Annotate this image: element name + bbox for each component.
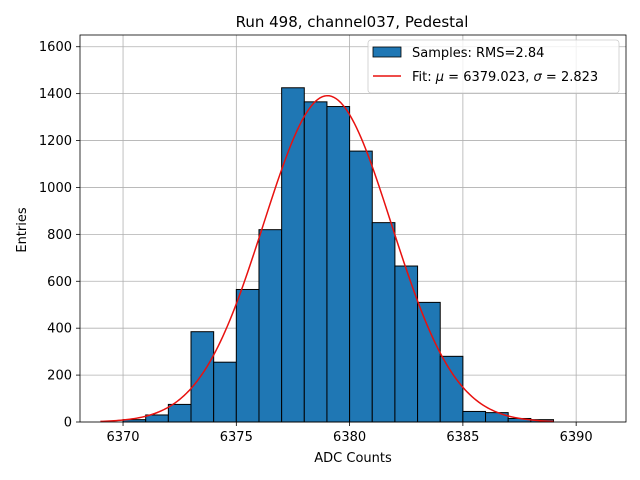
y-axis-label: Entries bbox=[15, 207, 30, 253]
fit-curve bbox=[100, 94, 554, 423]
x-axis-label: ADC Counts bbox=[314, 451, 392, 466]
legend-box bbox=[367, 39, 620, 94]
fit-curve-group bbox=[100, 94, 554, 423]
chart-title: Run 498, channel037, Pedestal bbox=[236, 13, 469, 31]
x-tick-label: 6380 bbox=[333, 430, 366, 445]
histogram-bars bbox=[122, 87, 555, 423]
legend-histogram-swatch bbox=[372, 46, 402, 58]
histogram-bar bbox=[394, 265, 419, 423]
histogram-bar bbox=[190, 331, 215, 423]
y-tick-label: 400 bbox=[47, 322, 72, 337]
histogram-bar bbox=[462, 410, 487, 423]
y-tick-label: 1200 bbox=[39, 134, 72, 149]
y-tick-label: 800 bbox=[47, 228, 72, 243]
histogram-bar bbox=[485, 412, 509, 423]
histogram-bar bbox=[167, 403, 192, 423]
y-tick-label: 1000 bbox=[39, 181, 72, 196]
histogram-bar bbox=[349, 150, 373, 423]
x-tick-label: 6390 bbox=[560, 430, 593, 445]
histogram-bar bbox=[213, 361, 237, 423]
histogram-bar bbox=[235, 288, 260, 423]
axis-ticks: 6370 6375 6380 6385 6390 0 200 400 600 800 1000 120… bbox=[39, 40, 593, 445]
y-tick-label: 200 bbox=[47, 369, 72, 384]
histogram-bar bbox=[371, 222, 396, 423]
y-tick-label: 1400 bbox=[39, 87, 72, 102]
y-tick-label: 600 bbox=[47, 275, 72, 290]
x-tick-label: 6385 bbox=[446, 430, 479, 445]
plot-frame bbox=[79, 34, 627, 423]
x-tick-label: 6370 bbox=[106, 430, 139, 445]
histogram-bar bbox=[303, 101, 328, 423]
histogram-bar bbox=[417, 301, 441, 423]
histogram-bar bbox=[439, 355, 464, 423]
histogram-bar bbox=[326, 106, 351, 423]
legend-fit-label: Fit: μ = 6379.023, σ = 2.823 bbox=[412, 70, 598, 85]
y-tick-label: 1600 bbox=[39, 40, 72, 55]
x-tick-label: 6375 bbox=[220, 430, 253, 445]
histogram-bar bbox=[281, 87, 305, 423]
histogram-bar bbox=[258, 229, 283, 423]
legend: Samples: RMS=2.84 Fit: μ = 6379.023, σ =… bbox=[367, 39, 620, 94]
legend-histogram-label: Samples: RMS=2.84 bbox=[412, 46, 544, 61]
y-tick-label: 0 bbox=[64, 416, 72, 431]
